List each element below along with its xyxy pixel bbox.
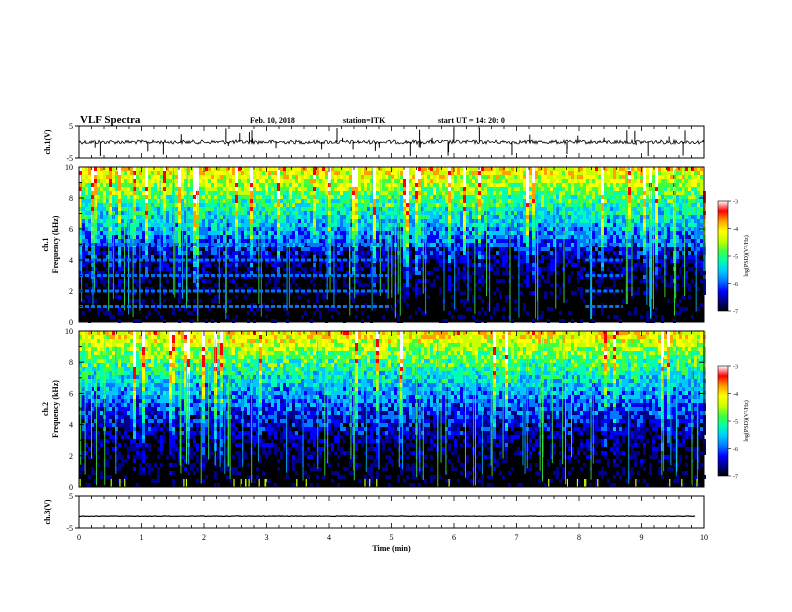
- ch2-spectrogram-ylabel-frequency: Frequency (kHz): [51, 380, 60, 438]
- colorbar-tick-label: -6: [733, 282, 738, 288]
- x-tick-label: 2: [202, 533, 206, 542]
- ch1-spectrogram-ytick-label: 4: [69, 256, 73, 265]
- x-tick-label: 6: [452, 533, 456, 542]
- ch2-spectrogram-ytick-label: 10: [65, 327, 73, 336]
- colorbar-tick-label: -7: [733, 475, 738, 481]
- ch1-spectrogram-ytick-label: 0: [69, 318, 73, 327]
- ch1-spectrogram-ytick-label: 2: [69, 287, 73, 296]
- header-date: Feb. 10, 2018: [250, 116, 295, 125]
- colorbar-2: [717, 365, 729, 477]
- colorbar-tick-label: -4: [733, 227, 738, 233]
- ch2-spectrogram-ytick-label: 8: [69, 358, 73, 367]
- header-station: station=ITK: [343, 116, 386, 125]
- ch1-waveform-frame: [78, 125, 705, 159]
- x-tick-label: 9: [640, 533, 644, 542]
- ch1-spectrogram-ytick-label: 8: [69, 194, 73, 203]
- ch1-waveform-trace: [78, 138, 705, 146]
- ch1-spectrogram-ytick-label: 6: [69, 225, 73, 234]
- figure-title: VLF Spectra: [80, 114, 141, 126]
- ch2-spectrogram-ylabel-channel: ch.2: [41, 402, 50, 416]
- x-tick-label: 10: [700, 533, 708, 542]
- ch3-waveform-trace: [78, 515, 696, 518]
- ch1-spectrogram-ytick-label: 10: [65, 163, 73, 172]
- ch3-waveform-ylabel: ch.3(V): [43, 499, 52, 524]
- ch1-spectrogram-ylabel-channel: ch.1: [41, 238, 50, 252]
- header-start-time: start UT = 14: 20: 0: [438, 116, 505, 125]
- colorbar-tick-label: -5: [733, 255, 738, 261]
- x-tick-label: 1: [140, 533, 144, 542]
- ch1-waveform-ytick-label: -5: [66, 154, 73, 163]
- x-axis-label: Time (min): [372, 544, 411, 553]
- colorbar-tick-label: -7: [733, 310, 738, 316]
- colorbar-label: log(PSD)(V²/Hz): [743, 235, 750, 276]
- colorbar-tick-label: -5: [733, 420, 738, 426]
- x-tick-label: 0: [77, 533, 81, 542]
- ch2-spectrogram-ytick-label: 0: [69, 483, 73, 492]
- ch2-spectrogram-ytick-label: 6: [69, 389, 73, 398]
- colorbar-tick-label: -3: [733, 365, 738, 371]
- colorbar-1: [717, 200, 729, 312]
- ch3-waveform-ytick-label: 5: [69, 492, 73, 501]
- x-tick-label: 3: [265, 533, 269, 542]
- colorbar-label: log(PSD)(V²/Hz): [743, 400, 750, 441]
- colorbar-tick-label: -4: [733, 392, 738, 398]
- ch1-waveform-ylabel: ch.1(V): [43, 129, 52, 154]
- x-tick-label: 5: [390, 533, 394, 542]
- ch3-waveform-frame: [78, 495, 705, 529]
- x-tick-label: 8: [577, 533, 581, 542]
- ch2-spectrogram-ytick-label: 4: [69, 421, 73, 430]
- x-tick-label: 4: [327, 533, 331, 542]
- ch1-spectrogram-ylabel-frequency: Frequency (kHz): [51, 215, 60, 273]
- colorbar-tick-label: -3: [733, 200, 738, 206]
- x-tick-label: 7: [515, 533, 519, 542]
- ch2-spectrogram-ytick-label: 2: [69, 452, 73, 461]
- colorbar-tick-label: -6: [733, 447, 738, 453]
- ch3-waveform-ytick-label: -5: [66, 524, 73, 533]
- ch1-waveform-ytick-label: 5: [69, 122, 73, 131]
